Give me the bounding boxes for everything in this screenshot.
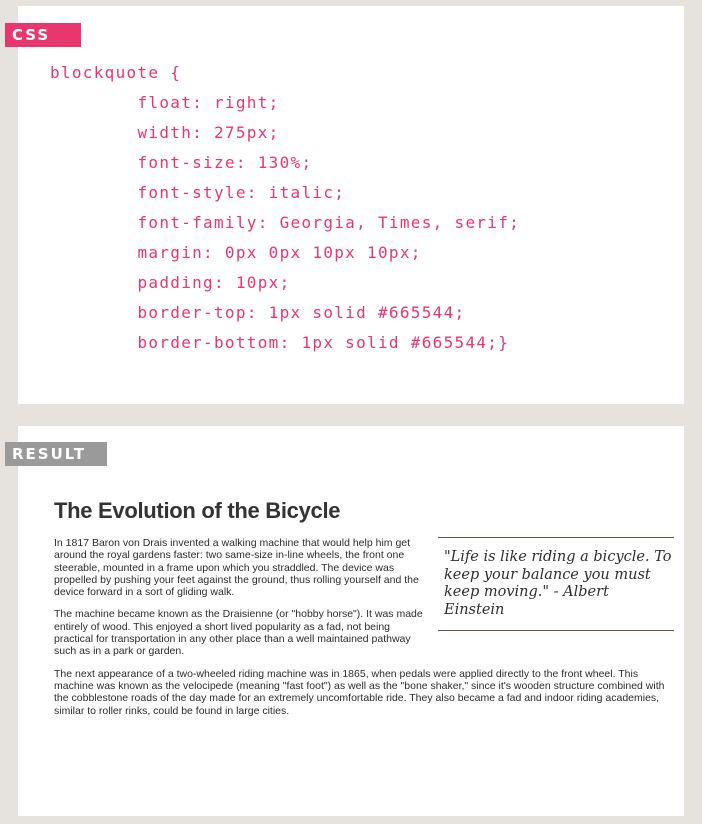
code-line: font-style: italic; <box>50 183 346 202</box>
paragraph: The machine became known as the Draisien… <box>54 608 423 658</box>
code-line: margin: 0px 0px 10px 10px; <box>50 243 422 262</box>
paragraph: The next appearance of a two-wheeled rid… <box>54 667 665 717</box>
paragraph: In 1817 Baron von Drais invented a walki… <box>54 537 419 599</box>
result-content: The Evolution of the Bicycle "Life is li… <box>54 498 680 727</box>
code-line: padding: 10px; <box>50 273 291 292</box>
css-code-panel <box>18 6 684 404</box>
code-line: font-family: Georgia, Times, serif; <box>50 213 521 232</box>
result-label: RESULT <box>5 442 107 466</box>
code-line: width: 275px; <box>50 123 280 142</box>
result-title: The Evolution of the Bicycle <box>54 498 341 523</box>
code-line: border-bottom: 1px solid #665544;} <box>50 333 510 352</box>
css-label: CSS <box>5 23 81 47</box>
code-line: blockquote { <box>50 63 182 82</box>
code-line: border-top: 1px solid #665544; <box>50 303 466 322</box>
blockquote: "Life is like riding a bicycle. To keep … <box>438 537 674 631</box>
code-line: float: right; <box>50 93 280 112</box>
code-line: font-size: 130%; <box>50 153 313 172</box>
result-panel <box>18 426 684 816</box>
